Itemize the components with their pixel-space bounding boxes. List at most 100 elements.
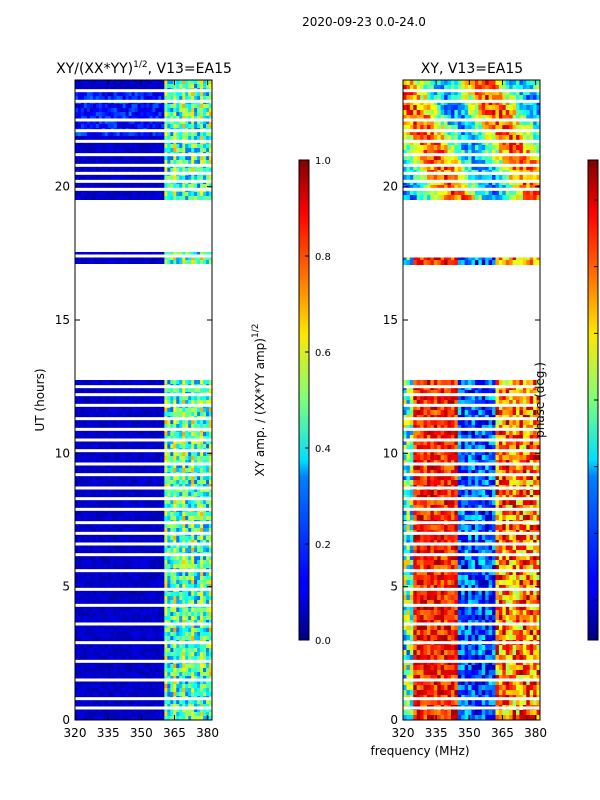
amplitude-cell bbox=[110, 92, 115, 96]
amplitude-cell bbox=[140, 424, 144, 428]
amplitude-cell bbox=[206, 84, 210, 88]
amplitude-cell bbox=[77, 544, 82, 548]
amplitude-cell bbox=[86, 480, 91, 484]
amplitude-cell bbox=[83, 572, 88, 576]
amplitude-cell bbox=[209, 436, 212, 440]
amplitude-cell bbox=[161, 536, 165, 540]
amplitude-cell bbox=[137, 632, 141, 636]
amplitude-cell bbox=[164, 112, 168, 116]
amplitude-cell bbox=[95, 652, 100, 656]
amplitude-cell bbox=[119, 580, 124, 584]
amplitude-cell bbox=[86, 424, 91, 428]
amplitude-cell bbox=[110, 548, 115, 552]
amplitude-cell bbox=[203, 612, 207, 616]
amplitude-cell bbox=[137, 580, 141, 584]
amplitude-cell bbox=[173, 512, 177, 516]
amplitude-cell bbox=[128, 464, 132, 468]
amplitude-cell bbox=[110, 524, 115, 528]
amplitude-cell bbox=[137, 676, 141, 680]
amplitude-cell bbox=[191, 504, 195, 508]
amplitude-cell bbox=[155, 656, 159, 660]
amplitude-cell bbox=[125, 440, 130, 444]
amplitude-cell bbox=[206, 516, 210, 520]
amplitude-cell bbox=[209, 120, 212, 124]
amplitude-cell bbox=[137, 260, 141, 264]
amplitude-cell bbox=[149, 492, 153, 496]
amplitude-cell bbox=[197, 444, 201, 448]
amplitude-cell bbox=[86, 252, 91, 256]
amplitude-cell bbox=[113, 540, 118, 544]
amplitude-cell bbox=[89, 512, 94, 516]
amplitude-cell bbox=[110, 676, 115, 680]
amplitude-cell bbox=[143, 184, 147, 188]
amplitude-cell bbox=[104, 528, 109, 532]
amplitude-cell bbox=[113, 96, 118, 100]
amplitude-cell bbox=[152, 676, 156, 680]
amplitude-cell bbox=[125, 116, 130, 120]
amplitude-cell bbox=[140, 648, 144, 652]
amplitude-cell bbox=[173, 388, 177, 392]
amplitude-cell bbox=[80, 584, 85, 588]
amplitude-cell bbox=[206, 668, 210, 672]
amplitude-cell bbox=[173, 396, 177, 400]
amplitude-cell bbox=[110, 480, 115, 484]
amplitude-cell bbox=[134, 652, 138, 656]
amplitude-cell bbox=[203, 480, 207, 484]
amplitude-cell bbox=[182, 124, 186, 128]
amplitude-cell bbox=[131, 420, 135, 424]
amplitude-cell bbox=[182, 456, 186, 460]
amplitude-cell bbox=[173, 564, 177, 568]
amplitude-cell bbox=[200, 548, 204, 552]
amplitude-cell bbox=[209, 664, 212, 668]
amplitude-cell bbox=[104, 580, 109, 584]
amplitude-cell bbox=[191, 624, 195, 628]
amplitude-cell bbox=[167, 580, 171, 584]
amplitude-cell bbox=[197, 476, 201, 480]
amplitude-cell bbox=[116, 144, 121, 148]
amplitude-cell bbox=[170, 124, 174, 128]
amplitude-cell bbox=[155, 488, 159, 492]
amplitude-cell bbox=[146, 136, 150, 140]
amplitude-cell bbox=[182, 564, 186, 568]
amplitude-cell bbox=[188, 592, 192, 596]
amplitude-cell bbox=[128, 412, 132, 416]
amplitude-cell bbox=[95, 672, 100, 676]
amplitude-cell bbox=[107, 584, 112, 588]
amplitude-cell bbox=[131, 652, 135, 656]
amplitude-cell bbox=[92, 620, 97, 624]
amplitude-cell bbox=[164, 92, 168, 96]
amplitude-cell bbox=[134, 252, 138, 256]
amplitude-cell bbox=[146, 160, 150, 164]
amplitude-cell bbox=[110, 456, 115, 460]
amplitude-cell bbox=[206, 92, 210, 96]
amplitude-cell bbox=[185, 536, 189, 540]
amplitude-cell bbox=[101, 464, 106, 468]
amplitude-cell bbox=[119, 388, 124, 392]
amplitude-cell bbox=[197, 112, 201, 116]
amplitude-cell bbox=[143, 600, 147, 604]
amplitude-cell bbox=[116, 420, 121, 424]
amplitude-cell bbox=[104, 644, 109, 648]
amplitude-cell bbox=[80, 644, 85, 648]
amplitude-cell bbox=[95, 492, 100, 496]
amplitude-cell bbox=[176, 260, 180, 264]
amplitude-cell bbox=[188, 564, 192, 568]
amplitude-cell bbox=[179, 168, 183, 172]
amplitude-cell bbox=[128, 556, 132, 560]
amplitude-cell bbox=[110, 484, 115, 488]
amplitude-cell bbox=[182, 612, 186, 616]
amplitude-cell bbox=[122, 148, 127, 152]
amplitude-cell bbox=[113, 668, 118, 672]
amplitude-cell bbox=[104, 120, 109, 124]
amplitude-cell bbox=[149, 196, 153, 200]
amplitude-cell bbox=[200, 176, 204, 180]
amplitude-cell bbox=[134, 256, 138, 260]
amplitude-cell bbox=[167, 420, 171, 424]
amplitude-cell bbox=[134, 176, 138, 180]
amplitude-cell bbox=[182, 120, 186, 124]
amplitude-cell bbox=[122, 160, 127, 164]
amplitude-cell bbox=[185, 124, 189, 128]
amplitude-cell bbox=[128, 680, 132, 684]
amplitude-cell bbox=[134, 468, 138, 472]
amplitude-cell bbox=[179, 488, 183, 492]
